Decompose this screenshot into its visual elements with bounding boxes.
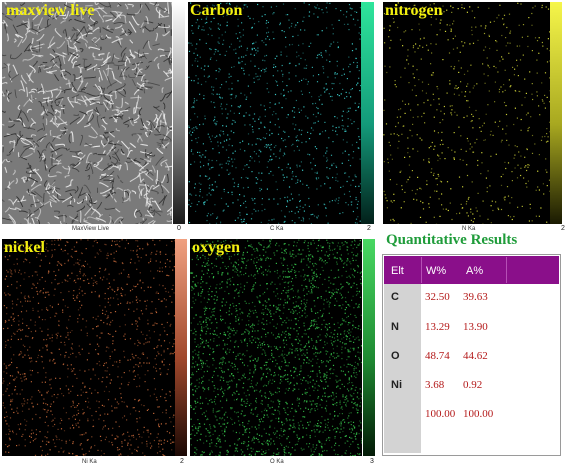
nitrogen-colorbar	[550, 2, 562, 224]
oxygen-caption: O Ka	[270, 459, 284, 465]
weight-c: 32.50	[425, 291, 450, 303]
results-table: Elt W% A% C 32.50 39.63 N 13.29 13.90 O …	[382, 254, 561, 456]
atomic-total: 100.00	[463, 408, 494, 420]
nitrogen-panel: nitrogen N Ka 2	[381, 0, 567, 238]
carbon-scale-max: 2	[367, 225, 371, 232]
maxview-caption: MaxView Live	[72, 226, 109, 232]
header-atomic: A%	[466, 265, 484, 277]
weight-n: 13.29	[425, 321, 450, 333]
nickel-caption: Ni Ka	[82, 459, 97, 465]
nickel-panel: nickel Ni Ka 2	[0, 237, 190, 468]
carbon-colorbar	[361, 2, 374, 224]
element-column	[384, 284, 421, 453]
header-divider	[421, 257, 422, 283]
oxygen-map	[190, 239, 362, 456]
maxview-title: maxview live	[6, 2, 95, 19]
element-c: C	[391, 291, 399, 303]
nickel-map	[2, 239, 175, 456]
nitrogen-scale-max: 2	[561, 225, 565, 232]
carbon-title: Carbon	[190, 2, 243, 19]
oxygen-scale-max: 3	[370, 458, 374, 465]
header-divider	[506, 257, 507, 283]
atomic-o: 44.62	[463, 350, 488, 362]
carbon-map	[188, 2, 361, 224]
nitrogen-title: nitrogen	[385, 2, 443, 19]
carbon-caption: C Ka	[270, 226, 284, 232]
maxview-panel: maxview live MaxView Live 0	[0, 0, 190, 238]
element-o: O	[391, 350, 400, 362]
atomic-n: 13.90	[463, 321, 488, 333]
atomic-ni: 0.92	[463, 379, 483, 391]
carbon-panel: Carbon C Ka 2	[186, 0, 383, 238]
sem-image	[2, 2, 172, 224]
weight-o: 48.74	[425, 350, 450, 362]
results-title: Quantitative Results	[386, 232, 518, 248]
weight-total: 100.00	[425, 408, 456, 420]
atomic-c: 39.63	[463, 291, 488, 303]
nitrogen-map	[383, 2, 550, 224]
header-elt: Elt	[391, 265, 404, 277]
weight-ni: 3.68	[425, 379, 445, 391]
nickel-colorbar	[175, 239, 187, 456]
nickel-scale-max: 2	[180, 458, 184, 465]
header-weight: W%	[426, 265, 447, 277]
oxygen-title: oxygen	[192, 239, 240, 256]
oxygen-panel: oxygen O Ka 3	[188, 237, 380, 468]
nickel-title: nickel	[4, 239, 45, 256]
maxview-scale-max: 0	[177, 225, 181, 232]
nitrogen-caption: N Ka	[462, 226, 476, 232]
element-ni: Ni	[391, 379, 402, 391]
results-header: Elt W% A%	[384, 256, 559, 284]
element-n: N	[391, 321, 399, 333]
maxview-colorbar	[173, 2, 185, 224]
oxygen-colorbar	[363, 239, 375, 456]
